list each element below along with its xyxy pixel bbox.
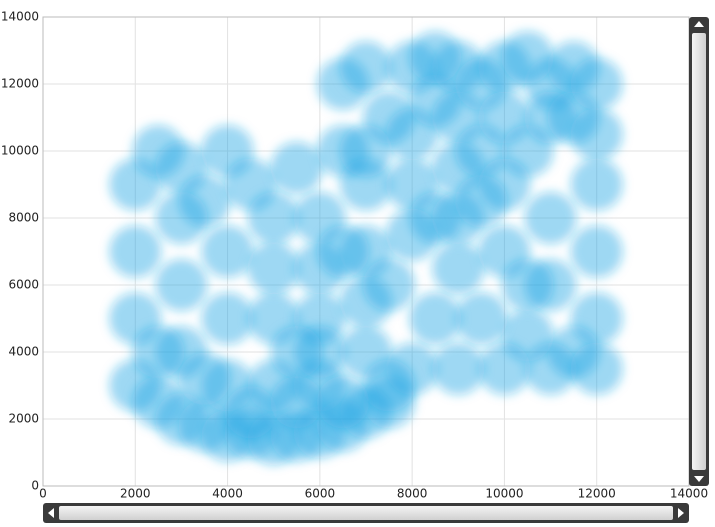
point xyxy=(570,342,623,395)
scroll-thumb[interactable] xyxy=(59,506,673,520)
point xyxy=(316,376,369,429)
point xyxy=(155,192,208,244)
x-tick-label: 14000 xyxy=(670,487,708,501)
point xyxy=(340,125,392,177)
y-tick-label: 8000 xyxy=(8,211,39,225)
x-tick-label: 8000 xyxy=(397,487,428,501)
scroll-right[interactable] xyxy=(678,508,684,518)
point xyxy=(247,242,300,295)
point xyxy=(109,225,162,278)
point xyxy=(247,192,300,244)
point xyxy=(570,225,623,278)
x-tick-label: 10000 xyxy=(485,487,523,501)
point xyxy=(270,326,323,378)
point xyxy=(570,158,623,211)
y-tick-label: 4000 xyxy=(8,345,39,359)
y-tick-label: 14000 xyxy=(1,10,39,24)
point xyxy=(501,259,554,311)
point xyxy=(570,58,623,110)
point xyxy=(201,225,254,278)
x-tick-label: 6000 xyxy=(305,487,336,501)
x-tick-label: 0 xyxy=(39,487,47,501)
point xyxy=(363,259,416,311)
point xyxy=(409,292,462,345)
point xyxy=(178,352,231,405)
y-tick-label: 12000 xyxy=(1,77,39,91)
x-tick-label: 2000 xyxy=(120,487,151,501)
point xyxy=(270,141,323,194)
scroll-down[interactable] xyxy=(694,476,704,482)
point xyxy=(270,376,323,429)
point xyxy=(432,242,485,295)
y-tick-label: 0 xyxy=(31,479,39,493)
point xyxy=(432,342,485,395)
x-tick-label: 4000 xyxy=(212,487,243,501)
point xyxy=(478,342,531,395)
point xyxy=(386,208,439,261)
point xyxy=(455,175,508,228)
y-tick-label: 6000 xyxy=(8,278,39,292)
vertical-scrollbar[interactable] xyxy=(689,17,709,486)
x-tick-label: 12000 xyxy=(578,487,616,501)
point xyxy=(132,326,185,378)
point xyxy=(201,292,254,345)
point xyxy=(570,108,623,161)
point xyxy=(224,386,277,439)
point xyxy=(363,359,416,412)
point xyxy=(316,225,369,278)
point xyxy=(409,31,462,84)
scroll-left[interactable] xyxy=(48,508,54,518)
point xyxy=(455,292,508,345)
point xyxy=(524,192,577,244)
horizontal-scrollbar[interactable] xyxy=(43,503,689,523)
y-tick-label: 10000 xyxy=(1,144,39,158)
point xyxy=(340,41,392,94)
scroll-up[interactable] xyxy=(694,21,704,27)
point xyxy=(501,31,554,84)
point xyxy=(155,259,208,311)
points xyxy=(109,31,623,466)
scroll-thumb[interactable] xyxy=(692,33,706,470)
y-tick-label: 2000 xyxy=(8,412,39,426)
